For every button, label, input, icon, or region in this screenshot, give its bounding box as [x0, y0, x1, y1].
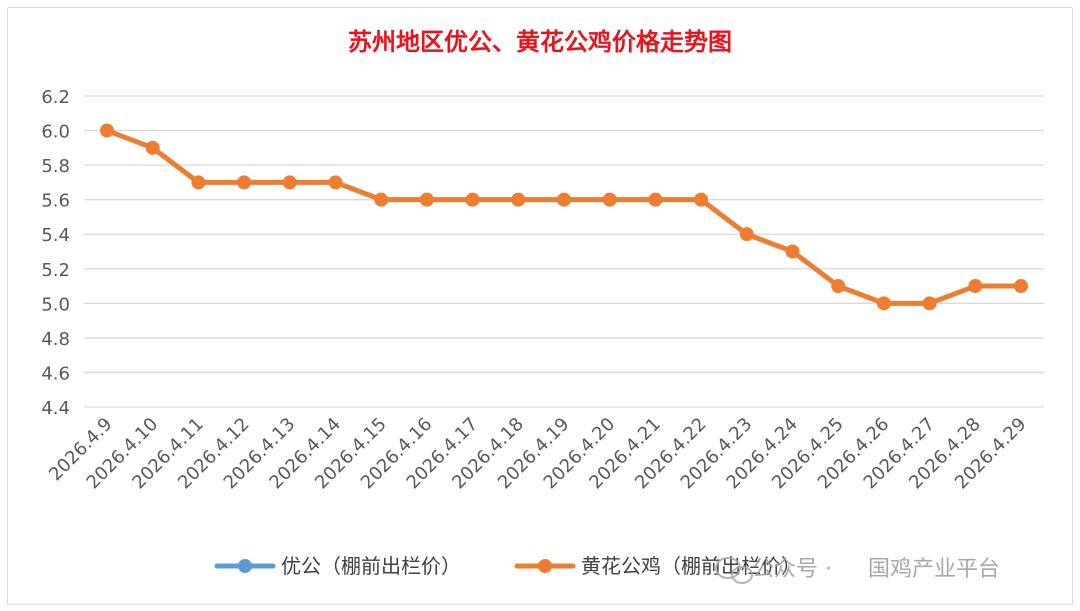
legend-marker-youngong [238, 559, 252, 573]
gridlines [84, 95, 1044, 408]
y-tick-label: 5.0 [41, 294, 70, 315]
wechat-icon [715, 557, 753, 584]
data-point [419, 192, 434, 207]
data-point [739, 227, 754, 242]
y-tick-label: 4.8 [41, 329, 70, 350]
y-tick-label: 4.6 [41, 363, 70, 384]
data-point [374, 192, 389, 207]
y-tick-label: 5.8 [41, 156, 70, 177]
y-tick-label: 6.0 [41, 122, 70, 143]
data-point [465, 192, 480, 207]
data-point [557, 192, 571, 207]
chart-area [7, 7, 1073, 605]
legend-item-youngong[interactable]: 优公（棚前出栏价） [214, 554, 461, 578]
y-tick-label: 5.4 [41, 225, 70, 246]
data-point [785, 244, 800, 259]
data-point [876, 296, 891, 311]
y-tick-label: 4.4 [41, 398, 70, 419]
y-tick-label: 6.2 [41, 87, 70, 108]
data-point [602, 192, 617, 207]
legend-marker-huanghua [538, 559, 552, 573]
legend-label-youngong: 优公（棚前出栏价） [281, 554, 461, 578]
legend-label-huanghua: 黄花公鸡（棚前出栏价） [581, 554, 801, 578]
y-tick-label: 5.6 [41, 191, 70, 212]
legend: 优公（棚前出栏价） 黄花公鸡（棚前出栏价） [214, 554, 801, 578]
y-tick-label: 5.2 [41, 260, 70, 281]
watermark-text-account: 公众号 · [752, 557, 832, 582]
series-line-1 [104, 128, 1024, 306]
data-point [237, 175, 252, 190]
data-point [328, 175, 343, 190]
data-point [191, 175, 206, 190]
x-axis-ticks: 2026.4.92026.4.102026.4.112026.4.122026.… [45, 414, 1031, 494]
watermark-text-platform: 国鸡产业平台 [868, 557, 1000, 582]
data-point [145, 140, 160, 155]
data-point [511, 192, 526, 207]
data-point [282, 175, 297, 190]
watermark: 公众号 · 国鸡产业平台 [715, 557, 1000, 584]
legend-item-huanghua[interactable]: 黄花公鸡（棚前出栏价） [514, 554, 801, 578]
data-point [1014, 279, 1028, 294]
y-axis-ticks: 4.4 4.6 4.8 5.0 5.2 5.4 5.6 5.8 6.0 6.2 [41, 87, 70, 419]
data-point [648, 192, 663, 207]
data-point [100, 123, 114, 138]
data-point [968, 279, 983, 294]
data-point [694, 192, 709, 207]
data-point [922, 296, 937, 311]
chart-title: 苏州地区优公、黄花公鸡价格走势图 [348, 27, 732, 56]
series-layer [100, 123, 1028, 311]
data-point [831, 279, 846, 294]
